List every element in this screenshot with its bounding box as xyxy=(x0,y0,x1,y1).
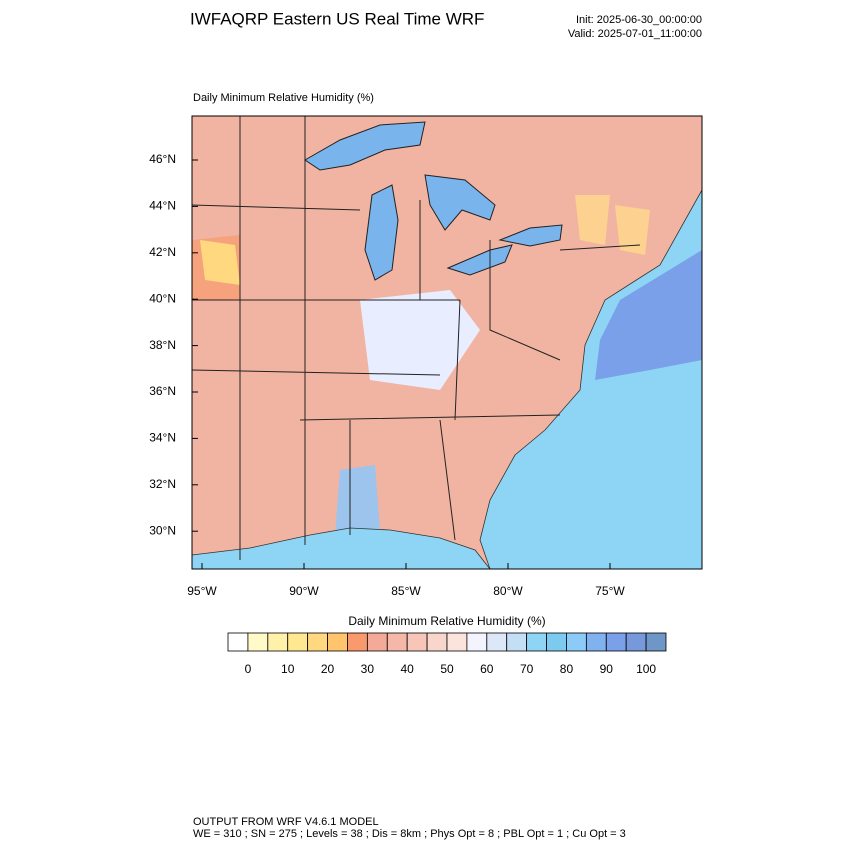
colorbar-label: 0 xyxy=(245,662,252,676)
init-time: Init: 2025-06-30_00:00:00 xyxy=(576,14,702,26)
colorbar-label: 40 xyxy=(401,662,415,676)
title: IWFAQRP Eastern US Real Time WRF xyxy=(190,9,484,28)
colorbar-box xyxy=(526,632,547,652)
lon-label: 95°W xyxy=(187,584,217,598)
colorbar-box xyxy=(307,632,328,652)
field-label: Daily Minimum Relative Humidity (%) xyxy=(193,92,374,104)
colorbar-box xyxy=(247,632,269,652)
colorbar-label: 100 xyxy=(636,662,656,676)
footer-line: WE = 310 ; SN = 275 ; Levels = 38 ; Dis … xyxy=(193,828,626,840)
colorbar-label: 10 xyxy=(281,662,295,676)
colorbar-box xyxy=(366,632,388,652)
colorbar-box xyxy=(287,632,309,652)
dry-area xyxy=(575,195,650,255)
colorbar-label: 30 xyxy=(361,662,375,676)
colorbar-box xyxy=(347,632,368,652)
moist-area xyxy=(335,465,380,535)
lat-label: 42°N xyxy=(149,245,176,259)
lat-label: 30°N xyxy=(149,523,176,537)
colorbar-label: 60 xyxy=(480,662,494,676)
lat-label: 32°N xyxy=(149,477,176,491)
colorbar-label: 50 xyxy=(440,662,454,676)
valid-time: Valid: 2025-07-01_11:00:00 xyxy=(568,28,702,40)
map-frame xyxy=(191,115,703,570)
colorbar-box xyxy=(605,632,627,652)
lat-label: 38°N xyxy=(149,338,176,352)
colorbar-box xyxy=(426,632,448,652)
colorbar-box xyxy=(546,632,567,652)
lat-labels: 46°N 44°N 42°N 40°N 38°N 36°N 34°N 32°N 30°N xyxy=(149,152,198,537)
colorbar-box xyxy=(327,632,348,652)
colorbar-title: Daily Minimum Relative Humidity (%) xyxy=(348,614,545,628)
lon-label: 75°W xyxy=(595,584,625,598)
colorbar-box xyxy=(645,632,667,652)
colorbar-box xyxy=(406,632,428,652)
colorbar-box xyxy=(506,632,528,652)
lon-label: 80°W xyxy=(493,584,523,598)
moist-area xyxy=(360,290,480,390)
lat-label: 46°N xyxy=(149,152,176,166)
state-lines xyxy=(191,116,641,560)
lat-label: 36°N xyxy=(149,384,176,398)
lon-label: 85°W xyxy=(391,584,421,598)
lon-label: 90°W xyxy=(289,584,319,598)
colorbar-box xyxy=(267,632,289,652)
colorbar-box xyxy=(227,632,249,652)
colorbar-label: 80 xyxy=(560,662,574,676)
colorbar-box xyxy=(486,632,508,652)
lon-labels: 95°W 90°W 85°W 80°W 75°W xyxy=(187,563,625,598)
colorbar: 0 10 20 30 40 50 60 70 80 90 100 xyxy=(227,632,667,676)
atlantic-moist xyxy=(595,250,702,380)
map xyxy=(191,115,703,570)
colorbar-label: 70 xyxy=(520,662,534,676)
colorbar-box xyxy=(585,632,607,652)
colorbar-box xyxy=(625,632,647,652)
lat-label: 44°N xyxy=(149,199,176,213)
colorbar-box xyxy=(566,632,587,652)
lat-label: 34°N xyxy=(149,431,176,445)
colorbar-box xyxy=(446,632,468,652)
dry-area xyxy=(200,240,240,285)
footer-line: OUTPUT FROM WRF V4.6.1 MODEL xyxy=(193,816,379,828)
colorbar-label: 20 xyxy=(321,662,335,676)
colorbar-label: 90 xyxy=(600,662,614,676)
great-lakes xyxy=(304,121,563,281)
lat-label: 40°N xyxy=(149,291,176,305)
colorbar-box xyxy=(466,632,488,652)
colorbar-box xyxy=(386,632,408,652)
